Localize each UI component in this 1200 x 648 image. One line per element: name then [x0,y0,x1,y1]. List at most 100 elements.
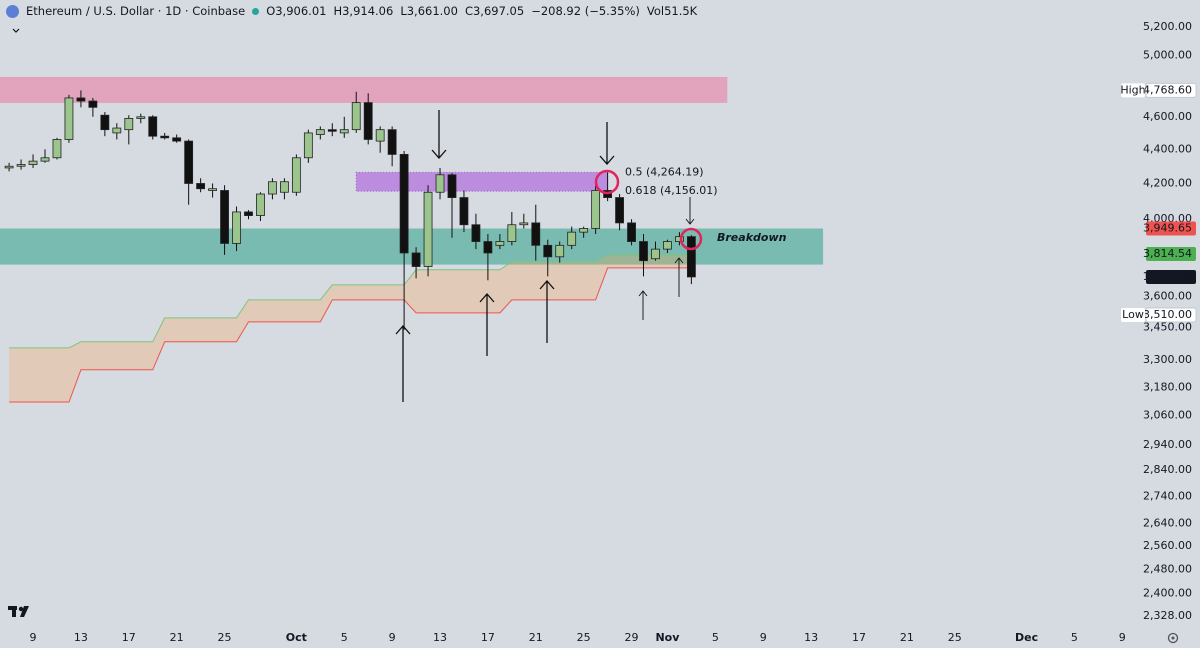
candle-body-down [531,222,541,246]
y-tick-label: 2,940.00 [1143,438,1192,451]
settings-button[interactable] [1167,632,1179,644]
x-tick-label: 5 [712,631,719,644]
x-tick-label: 21 [529,631,543,644]
cloud-upper-line [9,254,692,349]
candle-body-up [651,248,660,260]
candle-body-up [4,165,14,169]
candle-body-up [339,129,349,134]
cloud-layer [9,254,692,403]
price-badge [1145,82,1197,98]
countdown-badge [1146,270,1196,285]
candle-body-up [16,164,26,167]
y-tick-label: 3,450.00 [1143,321,1192,334]
candle-body-up [663,241,672,250]
cloud-area [9,254,692,402]
ohlc-low: L3,661.00 [400,4,458,18]
candle-body-down [639,241,648,262]
candle-body-down [459,197,469,226]
candle-body-down [387,129,397,155]
candle-body-down [543,244,553,258]
candle-body-up [315,129,325,135]
logo [8,606,29,617]
candle-body-down [399,153,409,254]
candle-body-down [148,116,158,137]
y-tick-label: 2,328.00 [1143,609,1192,622]
countdown-label: 12:44:50 [1143,270,1192,283]
x-tick-label: 21 [170,631,184,644]
y-tick-label: 2,560.00 [1143,539,1192,552]
candle-body-down [244,211,253,216]
x-tick-label: 25 [577,631,591,644]
candle-body-up [64,97,74,140]
candle-body-down [363,102,373,140]
candle-body-up [675,236,684,242]
ohlc-close: C3,697.05 [464,4,525,18]
y-tick-label: 5,000.00 [1143,49,1192,62]
candle-body-down [483,241,493,254]
candle-body-up [495,241,505,246]
candle-body-down [184,140,194,184]
y-tick-label: 4,400.00 [1143,142,1192,155]
x-tick-label: 5 [341,631,348,644]
arrow-up [479,293,495,356]
candle-body-down [327,129,337,132]
x-tick-label: 9 [760,631,767,644]
x-tick-label: 13 [804,631,818,644]
arrow-up [638,290,648,320]
price-badge [1145,307,1197,323]
y-tick-label: 2,840.00 [1143,463,1192,476]
x-tick-label: 17 [122,631,136,644]
candle-body-up [256,193,265,216]
collapse-chevron[interactable] [12,28,20,33]
x-tick-label: 17 [481,631,495,644]
candle-body-up [507,224,517,242]
candle-body-down [196,183,206,190]
ohlc-change: −208.92 (−5.35%) [531,4,640,18]
price-badge-name-box [1121,83,1145,98]
price-badge-label: 3,949.65 [1143,222,1192,235]
price-badge-name: Low [1122,308,1144,321]
fib-label: 0.618 (4,156.01) [625,184,718,197]
candle-body-down [447,174,457,198]
price-badge-name-box [1121,307,1145,322]
y-tick-label: 3,180.00 [1143,380,1192,393]
y-tick-label: 3,600.00 [1143,289,1192,302]
candle-body-up [232,211,241,244]
ohlc-high: H3,914.06 [333,4,394,18]
settings-dot [1171,636,1175,640]
candle-body-up [136,116,146,119]
candle-body-down [76,97,86,102]
x-tick-label: 21 [900,631,914,644]
highlight-circle [594,169,620,195]
annotation-text: Breakdown [717,231,787,244]
status-dot [252,7,260,15]
price-badge-label: 4,768.60 [1143,83,1192,96]
candle-body-up [375,129,385,142]
candle-body-up [303,132,313,159]
candle-body-up [591,190,601,229]
y-tick-label: 5,200.00 [1143,20,1192,33]
x-tick-label: 5 [1071,631,1078,644]
x-tick-label: 9 [389,631,396,644]
price-zone [0,76,728,103]
volume: Vol51.5K [646,4,698,18]
symbol-title: Ethereum / U.S. Dollar · 1D · Coinbase [26,4,246,18]
candle-body-up [28,160,38,165]
candle-body-up [40,157,50,162]
arrow-down [599,122,615,165]
candle-body-down [100,114,110,131]
candle-body-up [291,157,301,193]
candle-body-up [208,188,217,191]
price-badge-label: 3,814.54 [1143,247,1192,260]
y-tick-label: 2,640.00 [1143,517,1192,530]
x-tick-label: 25 [218,631,232,644]
candle-body-down [615,197,624,224]
zones-layer [0,76,824,265]
x-tick-label: 13 [433,631,447,644]
candle-body-down [686,236,696,278]
y-tick-label: 3,060.00 [1143,409,1192,422]
arrow-up [674,257,684,297]
x-tick-label: Nov [655,631,680,644]
